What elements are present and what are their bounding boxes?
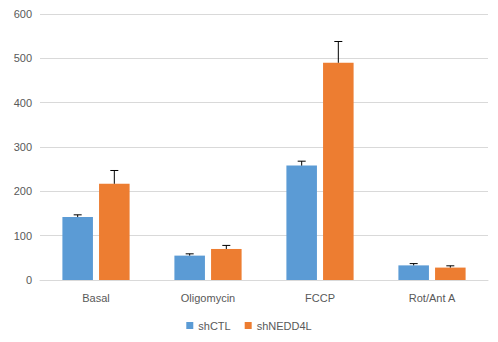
- svg-text:shCTL: shCTL: [198, 320, 230, 332]
- svg-text:500: 500: [14, 52, 32, 64]
- svg-text:Oligomycin: Oligomycin: [181, 292, 235, 304]
- svg-text:Basal: Basal: [82, 292, 110, 304]
- svg-text:100: 100: [14, 230, 32, 242]
- svg-text:shNEDD4L: shNEDD4L: [257, 320, 312, 332]
- svg-text:FCCP: FCCP: [305, 292, 335, 304]
- svg-text:0: 0: [26, 274, 32, 286]
- svg-text:Rot/Ant A: Rot/Ant A: [409, 292, 456, 304]
- svg-text:200: 200: [14, 185, 32, 197]
- svg-text:600: 600: [14, 8, 32, 20]
- svg-text:300: 300: [14, 141, 32, 153]
- svg-text:400: 400: [14, 97, 32, 109]
